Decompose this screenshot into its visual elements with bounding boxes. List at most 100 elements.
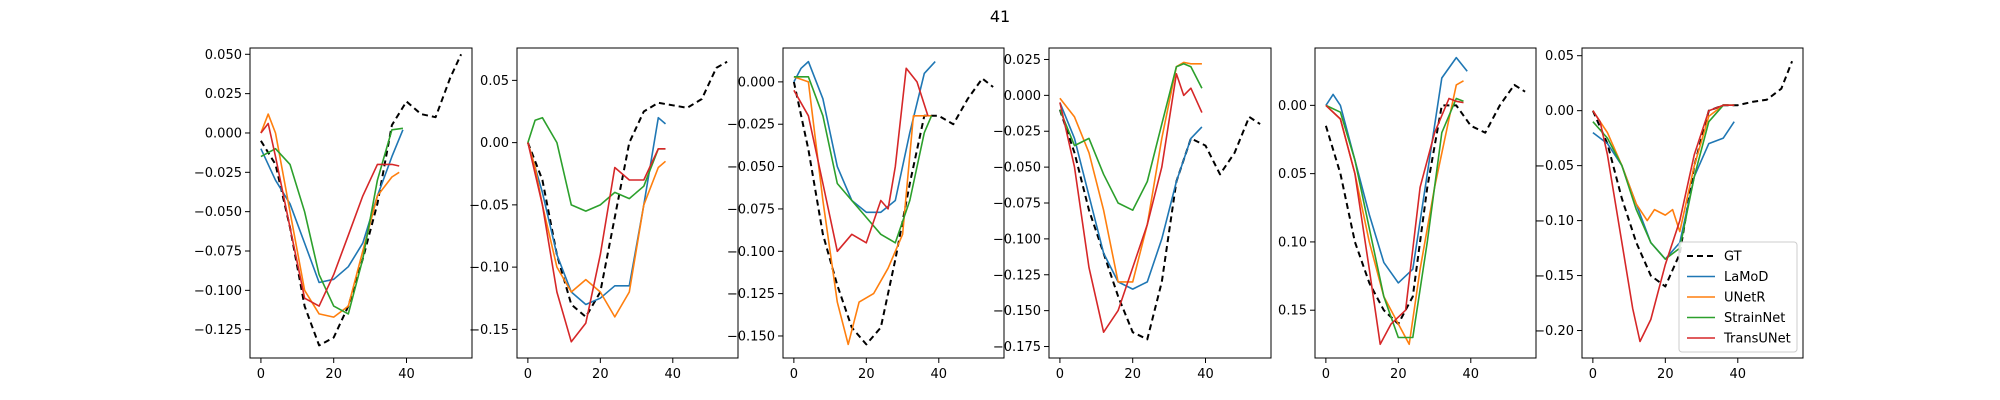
subplot-1: 0 20 40 0.050 0.025 0.000 −0.025 −0.050 −0.075 −0… bbox=[194, 47, 473, 382]
y-tick-label: −0.075 bbox=[727, 202, 775, 217]
subplot-5: 0 20 40 0.00 0.05 0.10 0.15 bbox=[1278, 47, 1537, 382]
y-tick-label: −0.150 bbox=[993, 304, 1041, 319]
y-tick-label: 0.10 bbox=[1278, 235, 1307, 250]
y-tick-label: 0.00 bbox=[480, 136, 509, 151]
x-tick-label: 40 bbox=[1197, 367, 1214, 382]
y-tick-label: −0.100 bbox=[194, 284, 242, 299]
series-group bbox=[1324, 56, 1526, 346]
y-tick-label: −0.175 bbox=[993, 340, 1041, 355]
series-line-strainnet bbox=[1059, 62, 1203, 211]
legend-label-gt: GT bbox=[1724, 250, 1742, 265]
legend-label-transunet: TransUNet bbox=[1723, 332, 1791, 347]
figure-title: 41 bbox=[990, 7, 1010, 26]
y-tick-label: 0.05 bbox=[1545, 49, 1574, 64]
y-tick-label: −0.025 bbox=[194, 166, 242, 181]
y-tick-label: −0.05 bbox=[469, 198, 509, 213]
y-tick-label: −0.125 bbox=[194, 323, 242, 338]
series-line-transunet bbox=[527, 142, 666, 343]
y-tick-label: 0.05 bbox=[1278, 167, 1307, 182]
x-tick-label: 40 bbox=[398, 367, 415, 382]
series-line-lamod bbox=[1325, 56, 1468, 284]
series-line-strainnet bbox=[1325, 97, 1464, 339]
x-tick-label: 0 bbox=[790, 367, 798, 382]
x-tick-label: 0 bbox=[1056, 367, 1064, 382]
series-group bbox=[526, 60, 728, 343]
x-tick-label: 0 bbox=[257, 367, 265, 382]
series-line-gt bbox=[792, 77, 994, 346]
y-tick-label: 0.000 bbox=[738, 75, 775, 90]
y-tick-label: 0.15 bbox=[1278, 304, 1307, 319]
x-tick-label: 0 bbox=[1322, 367, 1330, 382]
subplot-4: 0 20 40 0.025 0.000 −0.025 −0.050 −0.075 −0.100 −… bbox=[993, 47, 1272, 382]
axes-frame bbox=[1314, 47, 1537, 359]
series-line-strainnet bbox=[260, 127, 404, 315]
series-group bbox=[1058, 61, 1261, 341]
y-tick-label: 0.050 bbox=[205, 48, 242, 63]
legend: GT LaMoD UNetR StrainNet TransUNet bbox=[1678, 241, 1798, 353]
y-tick-label: −0.150 bbox=[727, 329, 775, 344]
y-tick-label: −0.025 bbox=[727, 118, 775, 133]
y-tick-label: −0.050 bbox=[993, 161, 1041, 176]
axes-frame bbox=[516, 47, 739, 359]
y-tick-label: −0.050 bbox=[194, 205, 242, 220]
legend-box bbox=[1678, 241, 1798, 353]
series-group bbox=[260, 53, 463, 347]
series-line-strainnet bbox=[527, 116, 666, 212]
subplot-3: 0 20 40 0.000 −0.025 −0.050 −0.075 −0.100 −0.125… bbox=[727, 47, 1005, 382]
x-tick-label: 20 bbox=[1390, 367, 1407, 382]
x-tick-label: 20 bbox=[592, 367, 609, 382]
series-line-lamod bbox=[260, 129, 404, 284]
x-tick-label: 0 bbox=[1589, 367, 1597, 382]
y-tick-label: −0.10 bbox=[469, 261, 509, 276]
subplot-6: 0 20 40 0.05 0.00 −0.05 −0.10 −0.15 −0.20 GT LaMoD… bbox=[1534, 47, 1804, 382]
series-line-transunet bbox=[1325, 97, 1464, 346]
y-tick-label: −0.075 bbox=[993, 197, 1041, 212]
y-tick-label: 0.025 bbox=[1004, 53, 1041, 68]
series-line-lamod bbox=[1059, 102, 1203, 290]
y-tick-label: 0.000 bbox=[1004, 89, 1041, 104]
x-tick-label: 20 bbox=[1124, 367, 1141, 382]
y-tick-label: −0.075 bbox=[194, 244, 242, 259]
series-line-strainnet bbox=[1592, 104, 1735, 260]
series-line-transunet bbox=[260, 122, 400, 307]
series-line-unetr bbox=[260, 113, 400, 318]
y-tick-label: −0.100 bbox=[727, 245, 775, 260]
y-tick-label: −0.10 bbox=[1534, 214, 1574, 229]
series-line-transunet bbox=[1059, 73, 1203, 334]
axes-frame bbox=[782, 47, 1005, 359]
subplot-panels: 0 20 400.0500.0250.000−0.025−0.050−0.075−0… bbox=[194, 47, 1804, 382]
series-line-unetr bbox=[1059, 61, 1202, 283]
y-tick-label: 0.025 bbox=[205, 87, 242, 102]
axes-frame bbox=[249, 47, 473, 359]
subplot-2: 0 20 40 0.05 0.00 −0.05 −0.10 −0.15 bbox=[469, 47, 739, 382]
series-group bbox=[1591, 60, 1794, 343]
series-group bbox=[792, 60, 994, 346]
x-tick-label: 20 bbox=[1657, 367, 1674, 382]
y-tick-label: −0.15 bbox=[469, 323, 509, 338]
x-tick-label: 40 bbox=[1463, 367, 1480, 382]
legend-label-unetr: UNetR bbox=[1724, 291, 1765, 306]
y-tick-label: 0.00 bbox=[1545, 104, 1574, 119]
legend-label-strainnet: StrainNet bbox=[1724, 311, 1785, 326]
y-tick-label: 0.00 bbox=[1278, 99, 1307, 114]
x-tick-label: 20 bbox=[325, 367, 342, 382]
y-tick-label: −0.125 bbox=[727, 287, 775, 302]
series-line-transunet bbox=[793, 67, 929, 253]
y-tick-label: −0.100 bbox=[993, 232, 1041, 247]
y-tick-label: −0.05 bbox=[1534, 159, 1574, 174]
series-line-strainnet bbox=[793, 76, 933, 244]
x-tick-label: 40 bbox=[1730, 367, 1747, 382]
series-line-gt bbox=[1324, 83, 1526, 325]
axes-frame bbox=[1581, 47, 1804, 359]
x-tick-label: 40 bbox=[931, 367, 948, 382]
y-tick-label: −0.15 bbox=[1534, 269, 1574, 284]
legend-label-lamod: LaMoD bbox=[1724, 270, 1768, 285]
x-tick-label: 40 bbox=[665, 367, 682, 382]
y-tick-label: −0.125 bbox=[993, 268, 1041, 283]
x-tick-label: 20 bbox=[858, 367, 875, 382]
y-tick-label: 0.000 bbox=[205, 126, 242, 141]
series-line-gt bbox=[526, 60, 728, 318]
x-tick-label: 0 bbox=[524, 367, 532, 382]
